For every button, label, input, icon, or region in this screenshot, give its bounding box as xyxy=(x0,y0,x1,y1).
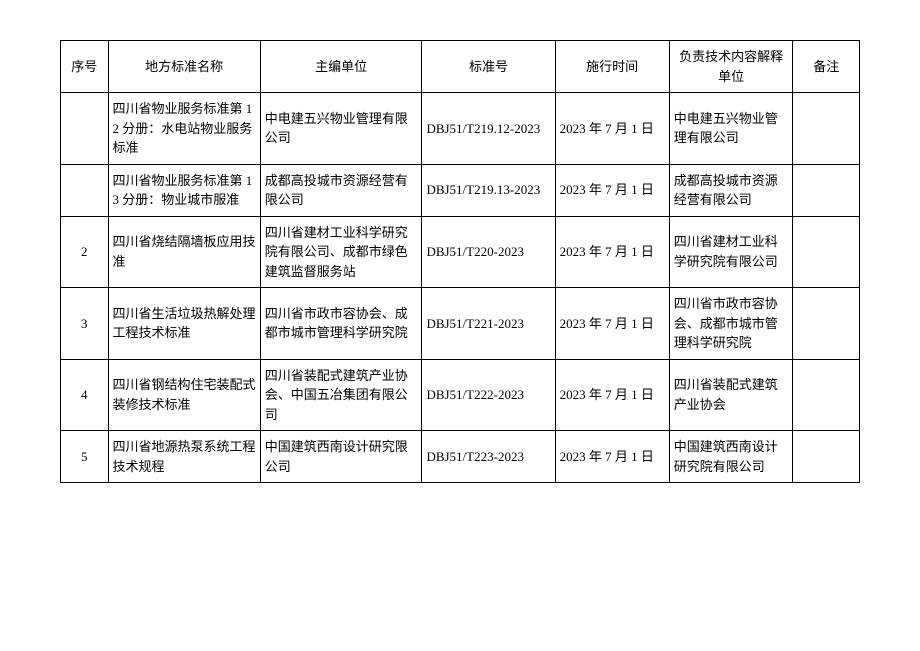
cell-date: 2023 年 7 月 1 日 xyxy=(555,93,669,165)
cell-code: DBJ51/T220-2023 xyxy=(422,216,555,288)
table-row: 5 四川省地源热泵系统工程技术规程 中国建筑西南设计研究限公司 DBJ51/T2… xyxy=(61,431,860,483)
cell-code: DBJ51/T219.13-2023 xyxy=(422,164,555,216)
cell-seq: 2 xyxy=(61,216,109,288)
cell-editor: 四川省市政市容协会、成都市城市管理科学研究院 xyxy=(260,288,422,360)
cell-date: 2023 年 7 月 1 日 xyxy=(555,164,669,216)
cell-name: 四川省物业服务标准第 13 分册：物业城市服准 xyxy=(108,164,260,216)
standards-table: 序号 地方标准名称 主编单位 标准号 施行时间 负责技术内容解释单位 备注 四川… xyxy=(60,40,860,483)
cell-name: 四川省钢结构住宅装配式装修技术标准 xyxy=(108,359,260,431)
cell-editor: 中国建筑西南设计研究限公司 xyxy=(260,431,422,483)
cell-code: DBJ51/T222-2023 xyxy=(422,359,555,431)
table-body: 四川省物业服务标准第 12 分册：水电站物业服务标准 中电建五兴物业管理有限公司… xyxy=(61,93,860,483)
col-header-editor: 主编单位 xyxy=(260,41,422,93)
cell-code: DBJ51/T219.12-2023 xyxy=(422,93,555,165)
table-row: 2 四川省烧结隔墙板应用技准 四川省建材工业科学研究院有限公司、成都市绿色建筑监… xyxy=(61,216,860,288)
col-header-name: 地方标准名称 xyxy=(108,41,260,93)
cell-name: 四川省烧结隔墙板应用技准 xyxy=(108,216,260,288)
cell-editor: 四川省装配式建筑产业协会、中国五冶集团有限公司 xyxy=(260,359,422,431)
cell-editor: 中电建五兴物业管理有限公司 xyxy=(260,93,422,165)
cell-editor: 四川省建材工业科学研究院有限公司、成都市绿色建筑监督服务站 xyxy=(260,216,422,288)
cell-responsible: 四川省市政市容协会、成都市城市管理科学研究院 xyxy=(669,288,793,360)
table-row: 四川省物业服务标准第 13 分册：物业城市服准 成都高投城市资源经营有限公司 D… xyxy=(61,164,860,216)
col-header-responsible: 负责技术内容解释单位 xyxy=(669,41,793,93)
cell-responsible: 成都高投城市资源经营有限公司 xyxy=(669,164,793,216)
cell-date: 2023 年 7 月 1 日 xyxy=(555,288,669,360)
cell-responsible: 四川省装配式建筑产业协会 xyxy=(669,359,793,431)
cell-remark xyxy=(793,164,860,216)
cell-remark xyxy=(793,359,860,431)
cell-remark xyxy=(793,288,860,360)
cell-seq: 3 xyxy=(61,288,109,360)
cell-seq: 4 xyxy=(61,359,109,431)
cell-code: DBJ51/T221-2023 xyxy=(422,288,555,360)
cell-seq xyxy=(61,164,109,216)
cell-remark xyxy=(793,93,860,165)
col-header-code: 标准号 xyxy=(422,41,555,93)
col-header-seq: 序号 xyxy=(61,41,109,93)
cell-editor: 成都高投城市资源经营有限公司 xyxy=(260,164,422,216)
cell-name: 四川省物业服务标准第 12 分册：水电站物业服务标准 xyxy=(108,93,260,165)
cell-date: 2023 年 7 月 1 日 xyxy=(555,359,669,431)
cell-responsible: 中电建五兴物业管理有限公司 xyxy=(669,93,793,165)
cell-remark xyxy=(793,431,860,483)
col-header-date: 施行时间 xyxy=(555,41,669,93)
table-row: 4 四川省钢结构住宅装配式装修技术标准 四川省装配式建筑产业协会、中国五冶集团有… xyxy=(61,359,860,431)
table-row: 3 四川省生活垃圾热解处理工程技术标准 四川省市政市容协会、成都市城市管理科学研… xyxy=(61,288,860,360)
cell-date: 2023 年 7 月 1 日 xyxy=(555,216,669,288)
cell-date: 2023 年 7 月 1 日 xyxy=(555,431,669,483)
cell-remark xyxy=(793,216,860,288)
cell-name: 四川省地源热泵系统工程技术规程 xyxy=(108,431,260,483)
cell-seq xyxy=(61,93,109,165)
cell-code: DBJ51/T223-2023 xyxy=(422,431,555,483)
cell-seq: 5 xyxy=(61,431,109,483)
table-header-row: 序号 地方标准名称 主编单位 标准号 施行时间 负责技术内容解释单位 备注 xyxy=(61,41,860,93)
col-header-remark: 备注 xyxy=(793,41,860,93)
cell-name: 四川省生活垃圾热解处理工程技术标准 xyxy=(108,288,260,360)
cell-responsible: 中国建筑西南设计研究院有限公司 xyxy=(669,431,793,483)
cell-responsible: 四川省建材工业科学研究院有限公司 xyxy=(669,216,793,288)
table-row: 四川省物业服务标准第 12 分册：水电站物业服务标准 中电建五兴物业管理有限公司… xyxy=(61,93,860,165)
